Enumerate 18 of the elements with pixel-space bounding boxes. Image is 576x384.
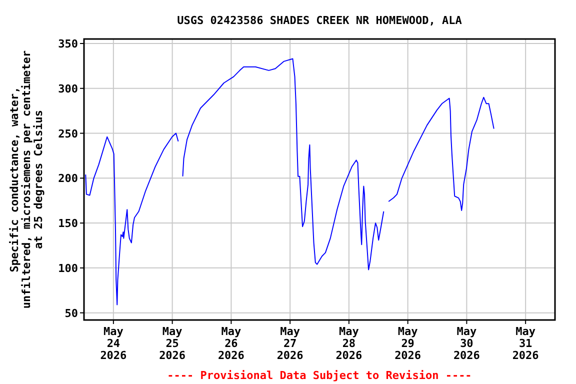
y-tick-label: 50 <box>64 306 78 320</box>
y-tick-label: 250 <box>58 127 78 140</box>
y-tick-label: 200 <box>58 172 78 186</box>
y-tick-label: 100 <box>58 262 78 275</box>
y-tick-label: 150 <box>58 217 78 230</box>
x-tick-label: May 26 2026 <box>218 325 245 362</box>
y-axis-title: Specific conductance, water, unfiltered, microsiemens per centimeter at 25 degrees Celsius <box>8 50 45 309</box>
x-tick-label: May 27 2026 <box>276 325 304 362</box>
x-tick-label: May 30 2026 <box>453 325 480 362</box>
y-tick-label: 300 <box>58 82 78 96</box>
chart-title: USGS 02423586 SHADES CREEK NR HOMEWOOD, ALA <box>177 14 462 27</box>
y-tick-label: 350 <box>58 37 78 50</box>
x-tick-label: May 29 2026 <box>394 325 422 362</box>
text: ---- Provisional Data Subject to Revision ---- <box>167 369 472 382</box>
x-tick-label: May 24 2026 <box>100 325 128 362</box>
x-tick-label: May 28 2026 <box>336 325 363 362</box>
x-tick-label: May 25 2026 <box>159 325 186 362</box>
x-tick-label: May 31 2026 <box>512 325 540 362</box>
